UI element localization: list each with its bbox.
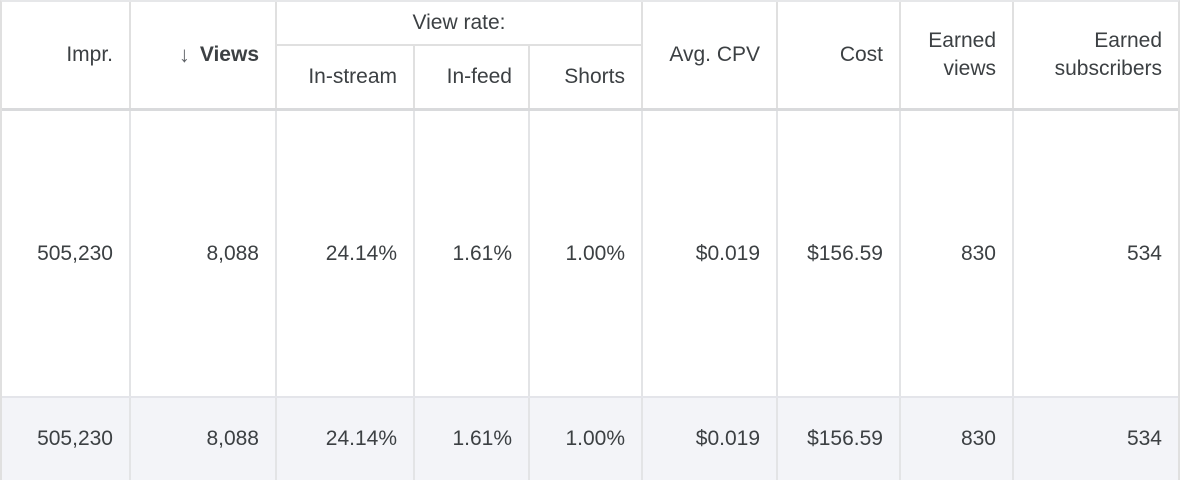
header-in-feed[interactable]: In-feed — [413, 46, 528, 108]
table-row: 505,230 8,088 24.14% 1.61% 1.00% $0.019 … — [2, 111, 1178, 396]
summary-cell-views: 8,088 — [129, 398, 275, 480]
header-view-rate-group-label: View rate: — [412, 10, 506, 34]
header-cost[interactable]: Cost — [776, 2, 899, 108]
header-in-stream-label: In-stream — [308, 64, 397, 88]
header-impressions[interactable]: Impr. — [2, 2, 129, 108]
header-avg-cpv-label: Avg. CPV — [669, 42, 760, 66]
header-views[interactable]: ↓ Views — [129, 2, 275, 108]
table-header: Impr. ↓ Views View rate: In-stream In-fe… — [2, 2, 1178, 111]
summary-cell-view-rate-in-stream: 24.14% — [275, 398, 413, 480]
header-shorts-label: Shorts — [564, 64, 625, 88]
summary-cell-cost: $156.59 — [776, 398, 899, 480]
summary-cell-impressions: 505,230 — [37, 427, 113, 450]
summary-cell-earned-views: 830 — [899, 398, 1012, 480]
summary-cell-earned-subscribers: 534 — [1012, 398, 1178, 480]
header-earned-views[interactable]: Earned views — [899, 2, 1012, 108]
cell-view-rate-in-feed: 1.61% — [413, 111, 528, 396]
header-views-label: Views — [199, 42, 259, 66]
cell-view-rate-in-stream: 24.14% — [275, 111, 413, 396]
summary-cell-view-rate-shorts: 1.00% — [528, 398, 641, 480]
sort-descending-icon: ↓ — [178, 42, 190, 68]
header-impressions-label: Impr. — [66, 42, 113, 66]
cell-earned-subscribers: 534 — [1012, 111, 1178, 396]
header-earned-subscribers-label: Earned subscribers — [1054, 28, 1162, 80]
header-cost-label: Cost — [839, 42, 883, 66]
header-avg-cpv[interactable]: Avg. CPV — [641, 2, 776, 108]
cell-earned-views: 830 — [899, 111, 1012, 396]
header-view-rate-group: View rate: — [275, 2, 641, 46]
header-earned-subscribers[interactable]: Earned subscribers — [1012, 2, 1178, 108]
header-earned-views-label: Earned views — [928, 28, 996, 80]
cell-avg-cpv: $0.019 — [641, 111, 776, 396]
summary-cell-view-rate-in-feed: 1.61% — [413, 398, 528, 480]
header-shorts[interactable]: Shorts — [528, 46, 641, 108]
cell-view-rate-shorts: 1.00% — [528, 111, 641, 396]
header-in-feed-label: In-feed — [446, 64, 512, 88]
cell-views: 8,088 — [129, 111, 275, 396]
header-in-stream[interactable]: In-stream — [275, 46, 413, 108]
cell-cost: $156.59 — [776, 111, 899, 396]
summary-row: 505,230 8,088 24.14% 1.61% 1.00% $0.019 … — [2, 396, 1178, 480]
cell-impressions: 505,230 — [37, 241, 113, 265]
summary-cell-avg-cpv: $0.019 — [641, 398, 776, 480]
